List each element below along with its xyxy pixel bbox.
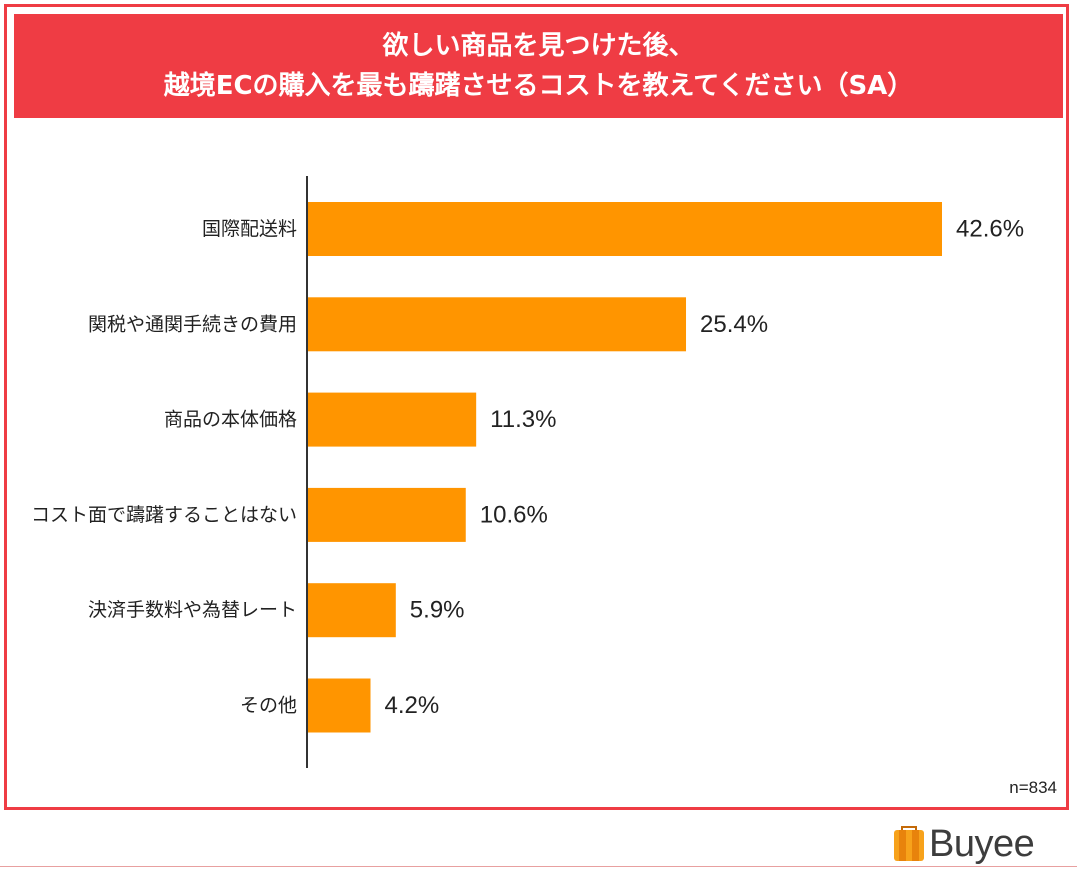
bar-1 <box>308 297 687 352</box>
bar-4 <box>308 583 396 638</box>
chart-title-line-2: 越境ECの購入を最も躊躇させるコストを教えてください（SA） <box>163 71 914 101</box>
category-label-3: コスト面で躊躇することはない <box>31 504 297 526</box>
bar-3 <box>308 487 466 542</box>
buyee-bag-icon <box>894 826 924 861</box>
value-label-1: 25.4% <box>700 311 768 338</box>
bar-2 <box>308 392 477 447</box>
title-banner: 欲しい商品を見つけた後、 越境ECの購入を最も躊躇させるコストを教えてください（… <box>14 14 1063 118</box>
category-label-5: その他 <box>240 695 297 717</box>
category-label-4: 決済手数料や為替レート <box>88 599 297 621</box>
bar-5 <box>308 678 371 733</box>
value-label-4: 5.9% <box>410 597 465 624</box>
value-label-5: 4.2% <box>385 692 440 719</box>
sample-size-label: n=834 <box>1009 778 1057 797</box>
footer-divider <box>0 866 1077 867</box>
brand-name: Buyee <box>929 822 1035 865</box>
category-label-2: 商品の本体価格 <box>164 409 297 431</box>
category-label-1: 関税や通関手続きの費用 <box>88 313 297 335</box>
category-label-0: 国際配送料 <box>202 218 297 240</box>
value-label-3: 10.6% <box>480 501 548 528</box>
bar-0 <box>308 202 942 256</box>
value-label-2: 11.3% <box>490 406 556 433</box>
value-label-0: 42.6% <box>956 216 1024 243</box>
chart-frame <box>4 4 1069 810</box>
brand-logo: Buyee <box>893 822 1035 865</box>
chart-title-line-1: 欲しい商品を見つけた後、 <box>382 31 695 61</box>
